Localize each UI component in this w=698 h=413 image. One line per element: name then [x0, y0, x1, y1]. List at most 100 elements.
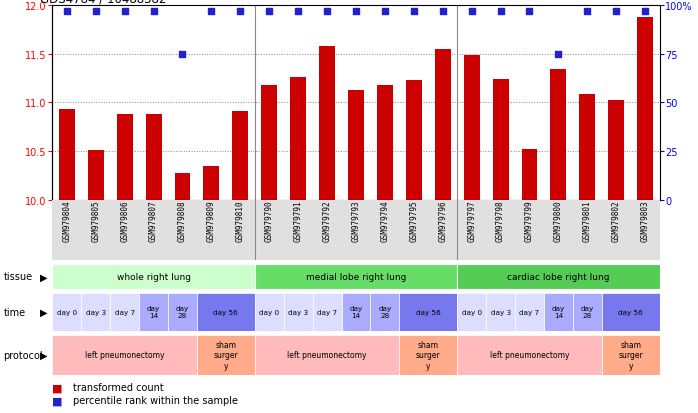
Bar	[255, 264, 457, 289]
Bar	[457, 293, 486, 331]
Bar	[88, 151, 104, 200]
Bar	[371, 293, 399, 331]
Bar	[463, 55, 480, 200]
Text: day
14: day 14	[147, 306, 160, 318]
Bar	[435, 50, 451, 200]
Text: day 0: day 0	[461, 309, 482, 315]
Text: GSM979808: GSM979808	[178, 200, 187, 242]
Text: day
28: day 28	[378, 306, 392, 318]
Bar	[174, 173, 191, 200]
Bar	[551, 70, 566, 200]
Text: time: time	[3, 307, 26, 317]
Bar	[81, 293, 110, 331]
Text: sham
surger
y: sham surger y	[214, 340, 238, 370]
Text: GSM979800: GSM979800	[554, 200, 563, 242]
Text: day 3: day 3	[86, 309, 106, 315]
Bar	[255, 293, 283, 331]
Text: sham
surger
y: sham surger y	[416, 340, 440, 370]
Bar	[261, 85, 277, 200]
Text: ▶: ▶	[40, 272, 47, 282]
Point	[206, 8, 217, 15]
Text: left pneumonectomy: left pneumonectomy	[85, 351, 165, 359]
Bar	[146, 115, 161, 200]
Text: day 56: day 56	[618, 309, 643, 315]
Text: GSM979804: GSM979804	[62, 200, 71, 242]
Point	[61, 8, 73, 15]
Text: GDS4784 / 10488382: GDS4784 / 10488382	[40, 0, 167, 6]
Point	[581, 8, 593, 15]
Bar	[110, 293, 139, 331]
Text: GSM979796: GSM979796	[438, 200, 447, 242]
Bar	[117, 115, 133, 200]
Text: day 3: day 3	[491, 309, 511, 315]
Bar	[203, 166, 219, 200]
Text: tissue: tissue	[3, 272, 33, 282]
Bar	[399, 335, 457, 375]
Bar	[283, 293, 313, 331]
Point	[119, 8, 131, 15]
Text: GSM979801: GSM979801	[583, 200, 592, 242]
Bar	[255, 335, 399, 375]
Text: day 7: day 7	[317, 309, 337, 315]
Text: percentile rank within the sample: percentile rank within the sample	[73, 396, 238, 406]
Bar	[52, 200, 255, 260]
Text: GSM979790: GSM979790	[265, 200, 274, 242]
Text: GSM979802: GSM979802	[611, 200, 621, 242]
Bar	[197, 335, 255, 375]
Bar	[232, 112, 248, 200]
Text: day
14: day 14	[350, 306, 362, 318]
Bar	[544, 293, 573, 331]
Text: left pneumonectomy: left pneumonectomy	[490, 351, 570, 359]
Bar	[521, 150, 537, 200]
Bar	[197, 293, 255, 331]
Text: GSM979803: GSM979803	[641, 200, 650, 242]
Text: GSM979805: GSM979805	[91, 200, 101, 242]
Text: day
28: day 28	[581, 306, 594, 318]
Bar	[377, 85, 393, 200]
Bar	[313, 293, 341, 331]
Bar	[579, 94, 595, 200]
Point	[524, 8, 535, 15]
Point	[322, 8, 333, 15]
Point	[611, 8, 622, 15]
Text: GSM979810: GSM979810	[236, 200, 245, 242]
Text: day 0: day 0	[57, 309, 77, 315]
Text: GSM979791: GSM979791	[294, 200, 303, 242]
Bar	[52, 264, 255, 289]
Bar	[493, 80, 509, 200]
Text: left pneumonectomy: left pneumonectomy	[288, 351, 367, 359]
Point	[466, 8, 477, 15]
Text: GSM979797: GSM979797	[467, 200, 476, 242]
Point	[553, 51, 564, 58]
Point	[235, 8, 246, 15]
Text: transformed count: transformed count	[73, 382, 164, 392]
Text: day 7: day 7	[519, 309, 540, 315]
Bar	[573, 293, 602, 331]
Text: medial lobe right lung: medial lobe right lung	[306, 272, 406, 281]
Bar	[319, 47, 335, 200]
Point	[495, 8, 506, 15]
Text: GSM979795: GSM979795	[409, 200, 418, 242]
Point	[350, 8, 362, 15]
Text: day 56: day 56	[416, 309, 440, 315]
Text: GSM979794: GSM979794	[380, 200, 389, 242]
Bar	[139, 293, 168, 331]
Text: day 0: day 0	[259, 309, 279, 315]
Bar	[399, 293, 457, 331]
Bar	[52, 293, 81, 331]
Bar	[602, 335, 660, 375]
Bar	[457, 264, 660, 289]
Bar	[406, 81, 422, 200]
Bar	[255, 200, 457, 260]
Text: GSM979793: GSM979793	[352, 200, 360, 242]
Bar	[59, 110, 75, 200]
Bar	[168, 293, 197, 331]
Text: ■: ■	[52, 396, 63, 406]
Text: GSM979792: GSM979792	[322, 200, 332, 242]
Text: GSM979806: GSM979806	[120, 200, 129, 242]
Bar	[608, 101, 624, 200]
Point	[177, 51, 188, 58]
Bar	[602, 293, 660, 331]
Bar	[348, 90, 364, 200]
Text: day 56: day 56	[214, 309, 238, 315]
